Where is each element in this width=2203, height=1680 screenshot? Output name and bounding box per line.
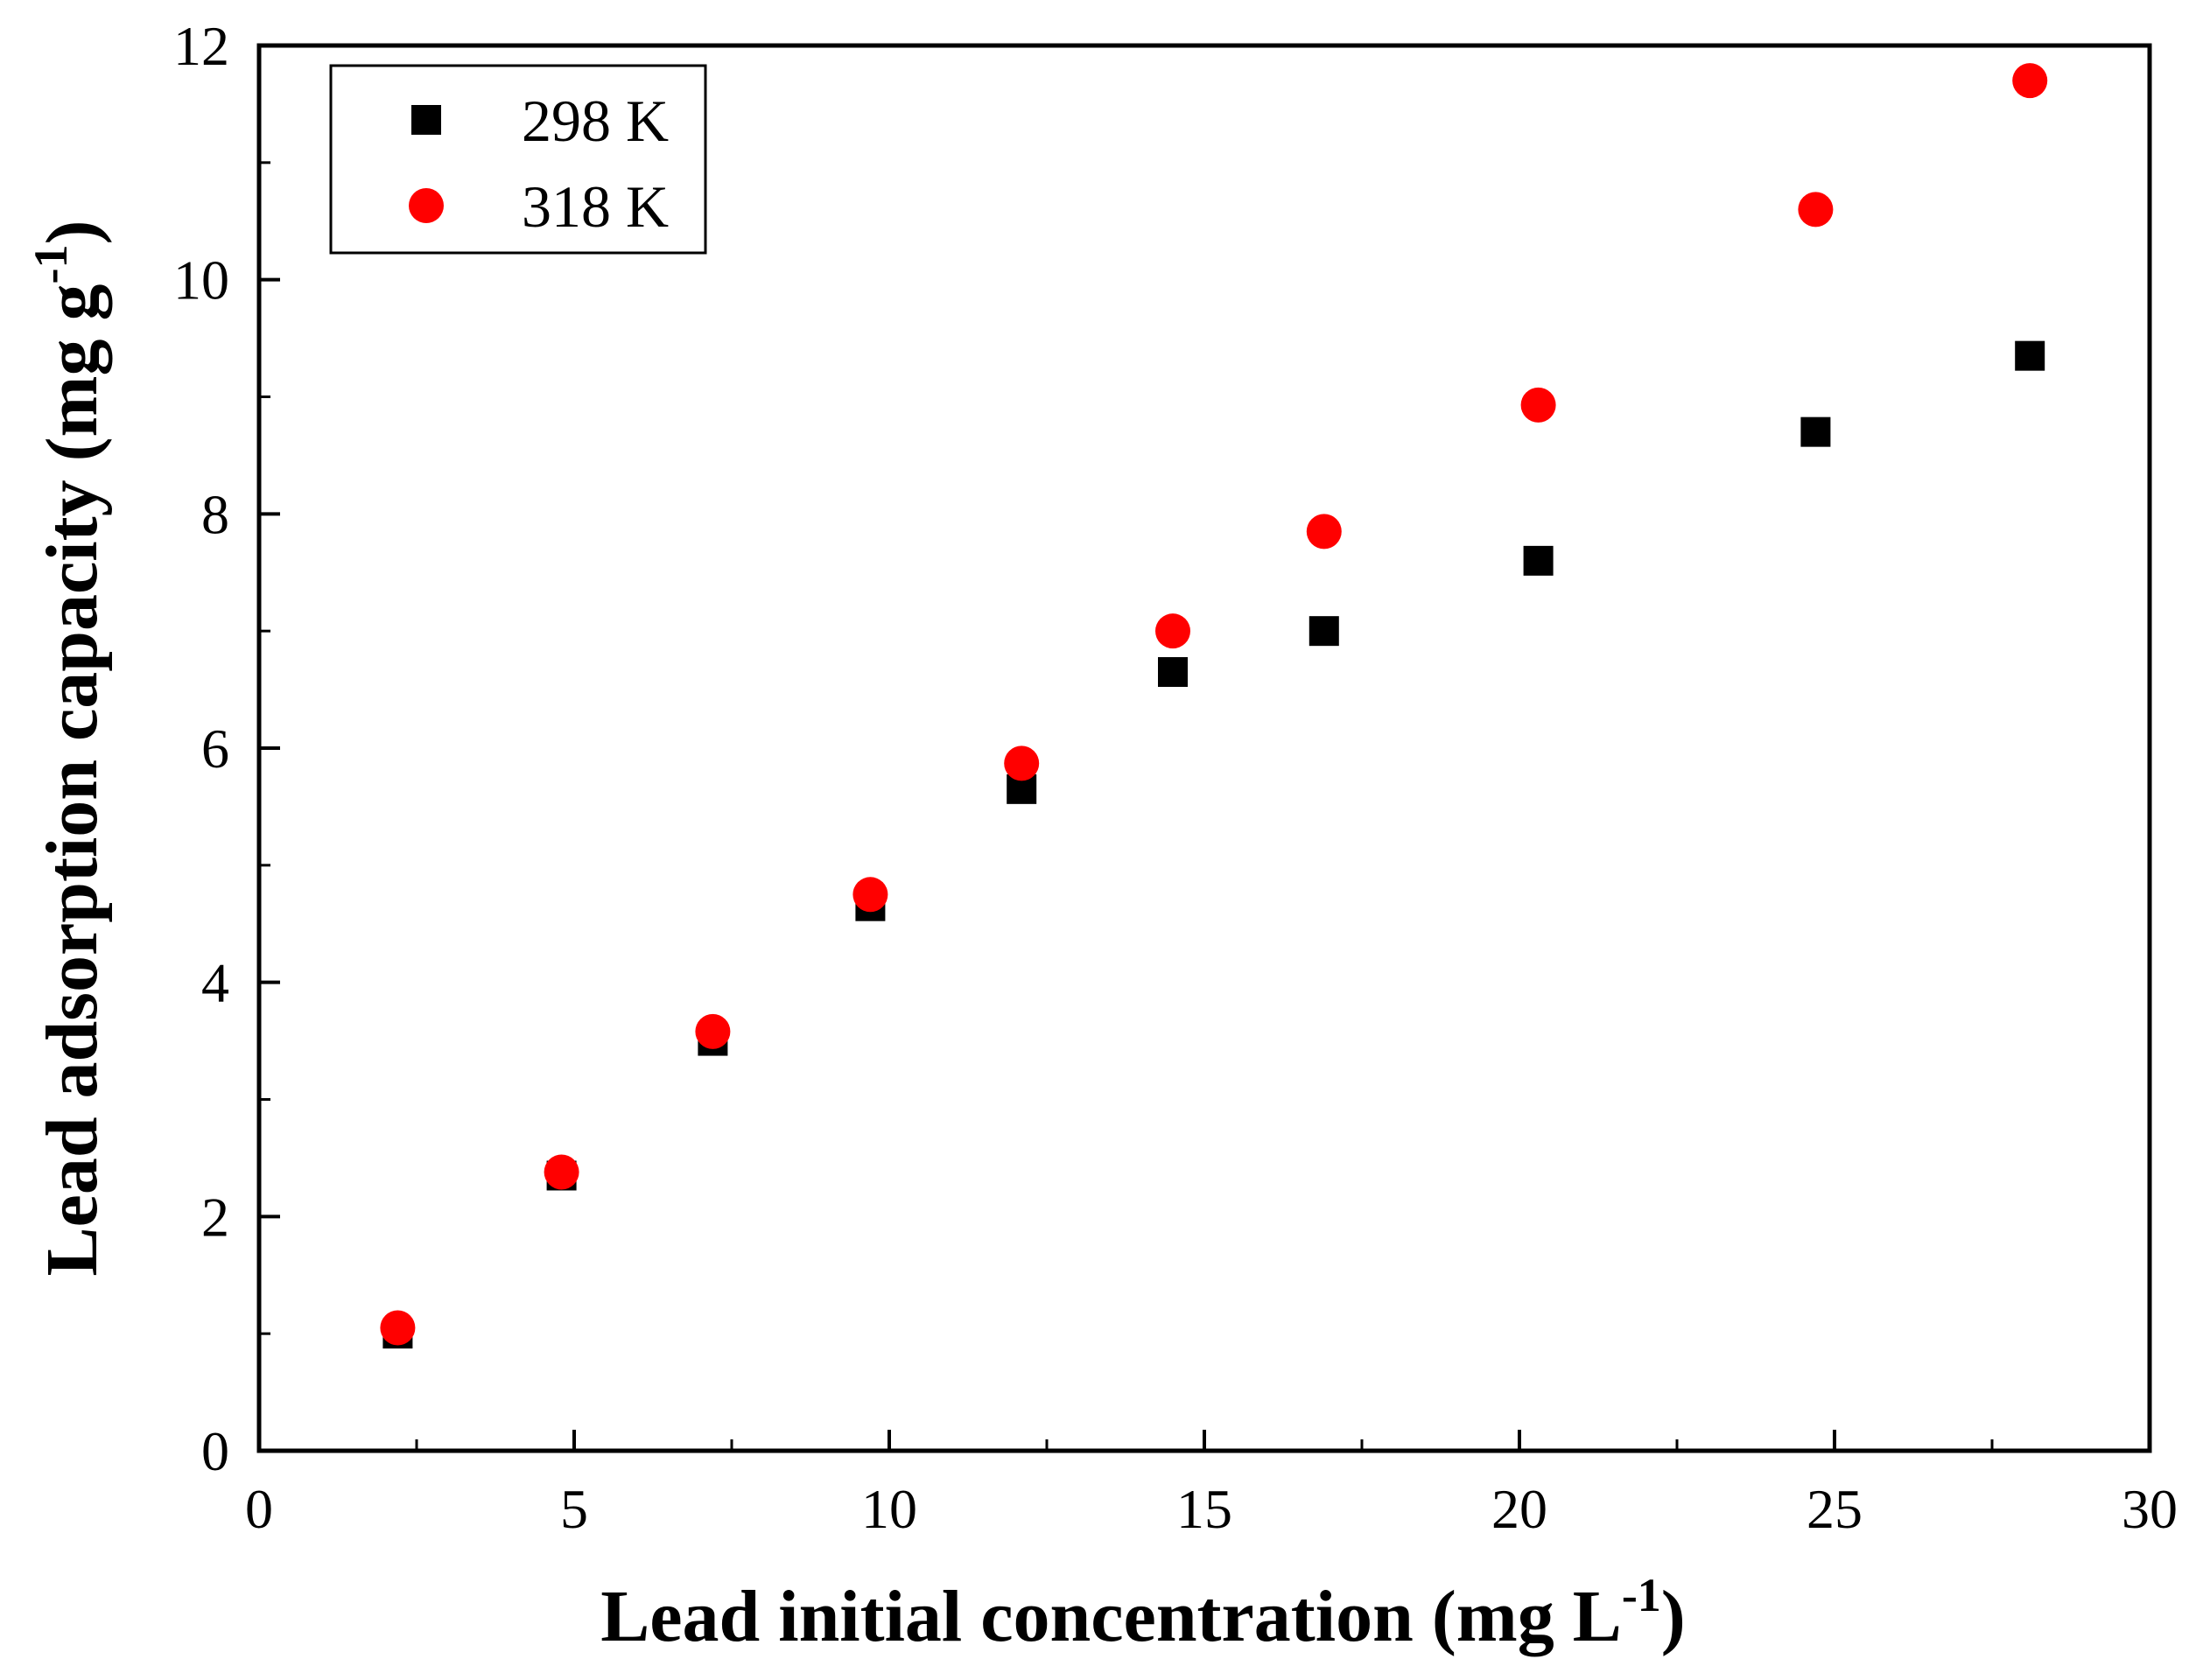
x-tick-label: 15 bbox=[1176, 1478, 1232, 1540]
x-tick-label: 30 bbox=[2122, 1478, 2178, 1540]
point-298k bbox=[2015, 340, 2045, 371]
legend-marker-298k bbox=[411, 105, 441, 135]
x-tick-label: 5 bbox=[560, 1478, 588, 1540]
point-318k bbox=[695, 1013, 731, 1049]
y-tick-label: 2 bbox=[201, 1186, 229, 1248]
legend-label-318k: 318 K bbox=[522, 173, 669, 240]
point-318k bbox=[2012, 63, 2048, 99]
point-318k bbox=[544, 1154, 579, 1190]
legend-marker-318k bbox=[409, 188, 444, 223]
y-axis-title: Lead adsorption capacity (mg g-1) bbox=[25, 220, 113, 1277]
data-points bbox=[380, 63, 2048, 1349]
point-298k bbox=[1308, 616, 1339, 647]
y-tick-label: 0 bbox=[201, 1420, 229, 1482]
axis-ticks bbox=[257, 44, 2151, 1452]
legend: 298 K 318 K bbox=[329, 64, 707, 255]
point-318k bbox=[1004, 746, 1040, 781]
point-318k bbox=[1155, 613, 1190, 649]
point-298k bbox=[1523, 545, 1554, 576]
point-318k bbox=[852, 877, 888, 913]
y-tick-label: 8 bbox=[201, 483, 229, 545]
x-axis-title: Lead initial concentration (mg L-1) bbox=[600, 1569, 1686, 1657]
tick-labels: 0 5 10 15 20 25 30 0 2 4 6 8 10 12 bbox=[173, 15, 2178, 1540]
x-tick-label: 0 bbox=[245, 1478, 273, 1540]
point-298k bbox=[1158, 657, 1188, 688]
y-tick-label: 10 bbox=[173, 249, 229, 312]
legend-box bbox=[329, 64, 707, 255]
x-tick-label: 25 bbox=[1807, 1478, 1863, 1540]
y-tick-label: 4 bbox=[201, 952, 229, 1014]
point-318k bbox=[1798, 192, 1834, 228]
y-tick-label: 6 bbox=[201, 718, 229, 780]
point-318k bbox=[1520, 387, 1556, 423]
point-298k bbox=[1800, 416, 1831, 447]
x-tick-label: 20 bbox=[1491, 1478, 1547, 1540]
point-318k bbox=[1306, 514, 1342, 550]
legend-label-298k: 298 K bbox=[522, 88, 669, 154]
point-318k bbox=[380, 1310, 416, 1346]
plot-area-frame bbox=[256, 43, 2152, 1453]
x-tick-label: 10 bbox=[861, 1478, 917, 1540]
y-tick-label: 12 bbox=[173, 15, 229, 77]
